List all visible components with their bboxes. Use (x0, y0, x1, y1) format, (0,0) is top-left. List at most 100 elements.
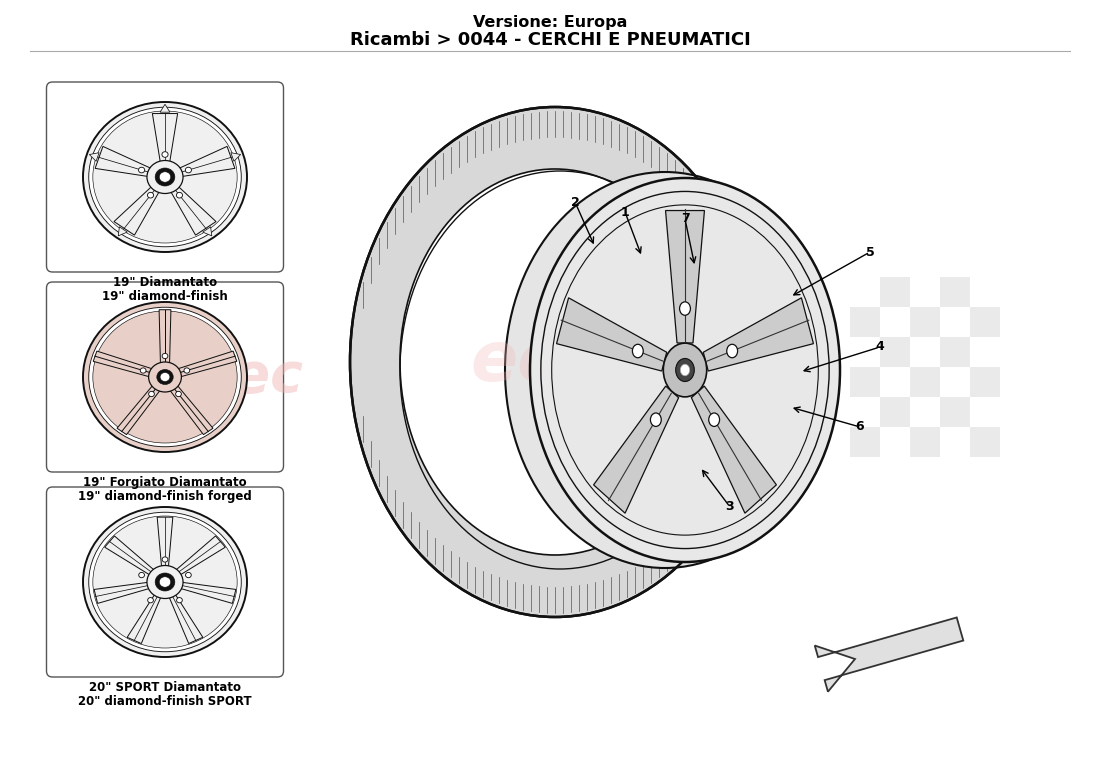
Polygon shape (114, 184, 161, 235)
Ellipse shape (89, 107, 241, 247)
Polygon shape (94, 351, 156, 378)
Ellipse shape (161, 372, 169, 382)
Polygon shape (880, 277, 910, 307)
Ellipse shape (505, 172, 825, 568)
FancyBboxPatch shape (46, 487, 284, 677)
Polygon shape (95, 582, 154, 604)
Ellipse shape (400, 169, 710, 555)
Text: Versione: Europa: Versione: Europa (473, 15, 627, 30)
Ellipse shape (186, 573, 191, 577)
Polygon shape (940, 397, 970, 427)
Ellipse shape (176, 193, 183, 198)
Polygon shape (692, 386, 777, 513)
Polygon shape (703, 298, 813, 371)
Text: 20" diamond-finish SPORT: 20" diamond-finish SPORT (78, 695, 252, 708)
Ellipse shape (148, 392, 154, 396)
Polygon shape (880, 397, 910, 427)
Polygon shape (970, 427, 1000, 457)
Polygon shape (880, 337, 910, 367)
Polygon shape (970, 367, 1000, 397)
Text: 19" diamond-finish: 19" diamond-finish (102, 290, 228, 303)
Ellipse shape (162, 152, 168, 157)
Polygon shape (174, 351, 236, 378)
Polygon shape (850, 367, 880, 397)
Polygon shape (161, 104, 169, 112)
Ellipse shape (160, 577, 170, 587)
Ellipse shape (727, 344, 738, 357)
Ellipse shape (162, 354, 168, 359)
Ellipse shape (141, 368, 146, 373)
Ellipse shape (708, 413, 719, 427)
Ellipse shape (162, 557, 168, 562)
Polygon shape (157, 517, 173, 571)
Text: 19" Diamantato: 19" Diamantato (113, 276, 217, 289)
Text: Ricambi > 0044 - CERCHI E PNEUMATICI: Ricambi > 0044 - CERCHI E PNEUMATICI (350, 31, 750, 49)
Ellipse shape (552, 205, 818, 535)
Ellipse shape (157, 370, 173, 385)
Ellipse shape (155, 573, 175, 591)
Polygon shape (167, 591, 202, 643)
Polygon shape (970, 307, 1000, 337)
Text: 19" diamond-finish forged: 19" diamond-finish forged (78, 490, 252, 503)
FancyBboxPatch shape (46, 82, 284, 272)
Ellipse shape (350, 107, 760, 617)
Text: 7: 7 (681, 212, 690, 225)
Text: 6: 6 (856, 420, 865, 434)
Polygon shape (910, 367, 940, 397)
Polygon shape (128, 591, 163, 643)
Ellipse shape (680, 364, 690, 376)
Ellipse shape (147, 161, 183, 193)
Ellipse shape (185, 167, 191, 172)
Text: 4: 4 (876, 340, 884, 354)
Ellipse shape (82, 507, 248, 657)
Polygon shape (153, 113, 177, 166)
Polygon shape (104, 536, 157, 577)
Polygon shape (910, 307, 940, 337)
Ellipse shape (139, 167, 145, 172)
Ellipse shape (184, 368, 189, 373)
Ellipse shape (139, 573, 144, 577)
Ellipse shape (675, 358, 694, 382)
Ellipse shape (92, 516, 238, 648)
Ellipse shape (177, 598, 183, 603)
Ellipse shape (92, 111, 238, 243)
Ellipse shape (650, 413, 661, 427)
Polygon shape (173, 536, 225, 577)
Ellipse shape (82, 102, 248, 252)
Ellipse shape (680, 301, 691, 315)
Polygon shape (118, 227, 128, 236)
Polygon shape (117, 382, 163, 434)
Polygon shape (594, 386, 679, 513)
Text: ecutec: ecutec (97, 350, 304, 404)
Ellipse shape (147, 193, 154, 198)
Ellipse shape (160, 172, 170, 183)
Ellipse shape (530, 178, 840, 562)
FancyBboxPatch shape (46, 282, 284, 472)
Polygon shape (95, 146, 154, 177)
Polygon shape (815, 618, 964, 692)
Polygon shape (940, 337, 970, 367)
Polygon shape (940, 277, 970, 307)
Text: 2: 2 (571, 196, 580, 208)
Polygon shape (557, 298, 667, 371)
Ellipse shape (147, 598, 153, 603)
Polygon shape (850, 427, 880, 457)
Text: 20" SPORT Diamantato: 20" SPORT Diamantato (89, 681, 241, 694)
Polygon shape (666, 211, 704, 343)
Polygon shape (89, 153, 99, 162)
Ellipse shape (89, 512, 241, 652)
Text: 1: 1 (620, 205, 629, 218)
Ellipse shape (82, 302, 248, 452)
Ellipse shape (632, 344, 644, 357)
Polygon shape (176, 582, 235, 604)
Text: 5: 5 (866, 246, 874, 259)
Ellipse shape (92, 311, 238, 443)
Polygon shape (176, 146, 235, 177)
Polygon shape (850, 307, 880, 337)
Polygon shape (231, 153, 241, 162)
Polygon shape (169, 184, 216, 235)
Text: 19" Forgiato Diamantato: 19" Forgiato Diamantato (84, 476, 246, 489)
Text: ecutec: ecutec (471, 329, 729, 395)
Ellipse shape (155, 168, 175, 186)
Polygon shape (202, 227, 212, 236)
